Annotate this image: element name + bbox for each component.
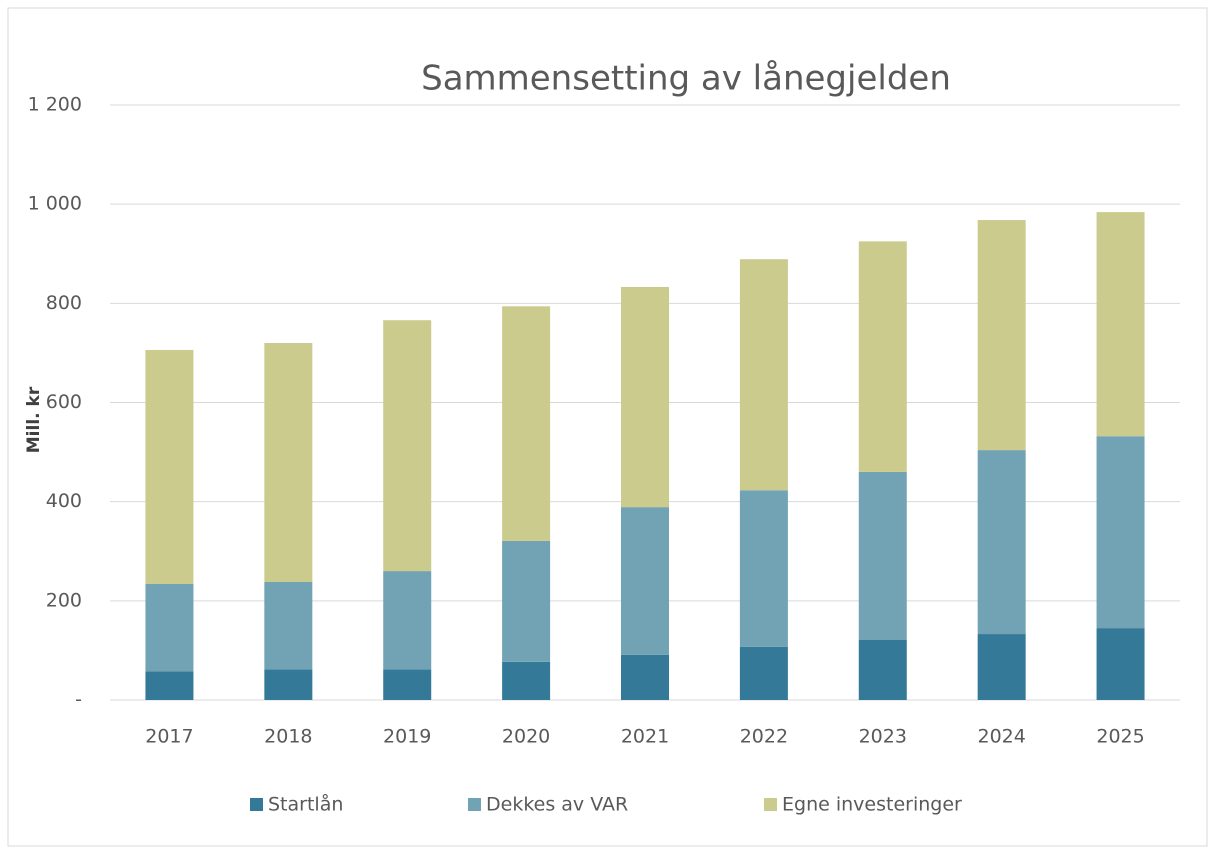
y-tick-label: 600: [46, 391, 82, 413]
bar-segment: [977, 450, 1026, 635]
x-tick-label: 2024: [977, 726, 1025, 748]
bar-segment: [739, 490, 788, 647]
bar-segment: [145, 349, 194, 584]
legend-swatch: [764, 798, 777, 811]
legend-label: Egne investeringer: [782, 794, 962, 816]
x-tick-label: 2022: [740, 726, 788, 748]
bar-segment: [145, 583, 194, 672]
x-tick-label: 2021: [621, 726, 669, 748]
bar-segment: [383, 571, 432, 670]
legend-label: Dekkes av VAR: [486, 794, 628, 816]
x-tick-label: 2019: [383, 726, 431, 748]
bar-segment: [502, 661, 551, 700]
y-tick-label: 1 000: [28, 193, 82, 215]
y-tick-label: -: [75, 689, 82, 711]
bar-segment: [739, 259, 788, 491]
bar-segment: [621, 507, 669, 655]
bar-segment: [264, 343, 313, 582]
x-tick-label: 2018: [264, 726, 312, 748]
y-tick-label: 800: [46, 292, 82, 314]
bar-segment: [502, 540, 551, 662]
bar-segment: [1096, 436, 1145, 629]
bar-segment: [145, 671, 194, 700]
bar-segment: [1096, 212, 1145, 437]
bar-segment: [977, 634, 1026, 700]
y-tick-label: 1 200: [28, 94, 82, 116]
bar-segment: [264, 581, 313, 670]
legend-swatch: [250, 798, 263, 811]
x-tick-label: 2020: [502, 726, 550, 748]
y-tick-label: 200: [46, 589, 82, 611]
y-axis-label: Mill. kr: [24, 386, 44, 453]
legend-label: Startlån: [268, 793, 343, 816]
bar-segment: [264, 669, 313, 700]
bar-segment: [739, 646, 788, 700]
bar-segment: [858, 241, 907, 472]
x-tick-label: 2025: [1096, 726, 1144, 748]
bar-segment: [383, 320, 432, 572]
bar-segment: [383, 669, 432, 700]
bar-segment: [858, 640, 907, 700]
bar-segment: [1096, 628, 1145, 700]
y-tick-label: 400: [46, 490, 82, 512]
chart-title: Sammensetting av lånegjelden: [421, 59, 951, 99]
legend-swatch: [468, 798, 481, 811]
bar-segment: [502, 306, 551, 541]
bar-segment: [858, 471, 907, 641]
x-tick-label: 2017: [145, 726, 193, 748]
bar-segment: [621, 286, 669, 508]
x-tick-label: 2023: [859, 726, 907, 748]
bar-segment: [621, 654, 669, 700]
bar-segment: [977, 220, 1026, 451]
